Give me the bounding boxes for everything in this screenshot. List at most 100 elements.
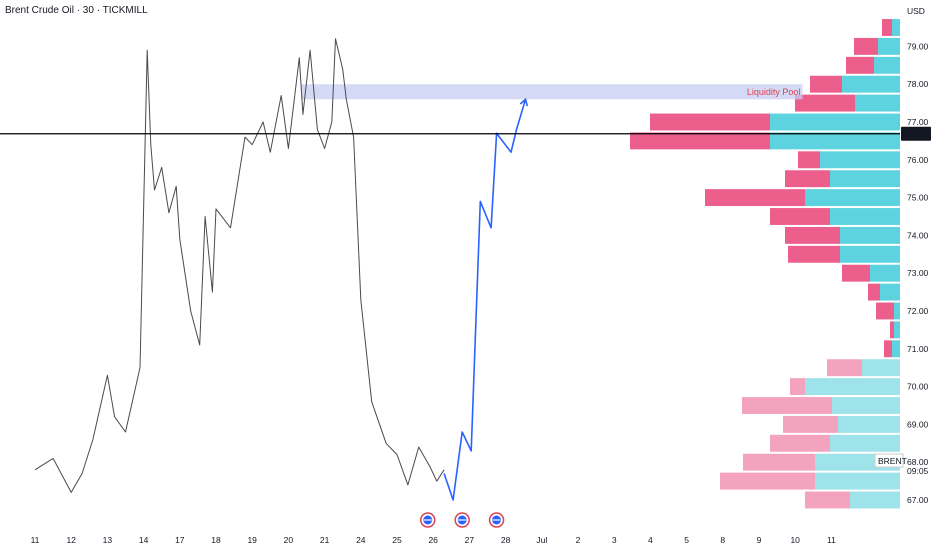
vp-sell-bar	[785, 226, 840, 244]
y-tick-label: 76.00	[907, 155, 929, 165]
event-markers	[420, 512, 505, 528]
y-tick-label: 71.00	[907, 344, 929, 354]
vp-sell-bar	[770, 208, 830, 225]
vp-sell-bar	[868, 283, 880, 301]
y-axis: 67.00 68.00 69.00 70.00 71.00 72.00 73.00 74.00…	[907, 41, 929, 505]
vp-sell-bar	[882, 19, 892, 36]
price-layer	[34, 38, 529, 501]
x-tick-label: 18	[211, 535, 221, 545]
vp-buy-bar	[770, 113, 900, 131]
vp-buy-bar	[840, 245, 900, 263]
vp-sell-bar	[854, 37, 878, 55]
vp-sell-bar	[876, 302, 894, 320]
projection-arrowhead	[519, 97, 529, 107]
y-tick-label: 79.00	[907, 41, 929, 51]
vp-sell-bar	[884, 340, 892, 358]
vp-sell-bar	[810, 75, 842, 93]
projection-path	[443, 99, 527, 501]
y-tick-label: 73.00	[907, 268, 929, 278]
vp-sell-bar	[783, 415, 838, 433]
liquidity-pool-zone: Liquidity Pool	[301, 84, 803, 100]
x-tick-label: 20	[284, 535, 294, 545]
vp-buy-bar	[805, 189, 900, 207]
vp-sell-bar	[790, 378, 805, 396]
vp-sell-bar	[788, 245, 840, 263]
vp-buy-bar	[862, 359, 900, 377]
economic-event-flag[interactable]	[454, 512, 470, 528]
x-tick-label: 19	[247, 535, 257, 545]
economic-event-flag[interactable]	[420, 512, 436, 528]
vp-buy-bar	[830, 208, 900, 225]
vp-buy-bar	[892, 19, 900, 36]
vp-sell-bar	[742, 397, 832, 414]
vp-sell-bar	[890, 321, 894, 339]
countdown-label: 09:05	[907, 466, 929, 476]
vp-sell-bar	[630, 132, 770, 150]
x-tick-label: 25	[392, 535, 402, 545]
vp-buy-bar	[894, 321, 900, 339]
x-tick-label: 26	[428, 535, 438, 545]
y-tick-label: 70.00	[907, 382, 929, 392]
vp-sell-bar	[770, 434, 830, 452]
price-series-line	[34, 38, 445, 493]
instrument-tag: BRENT	[874, 453, 907, 468]
chart-title: Brent Crude Oil · 30 · TICKMILL	[5, 5, 148, 16]
liquidity-pool-rect[interactable]	[301, 84, 803, 100]
instrument-label: BRENT	[878, 456, 907, 466]
economic-event-flag[interactable]	[488, 512, 505, 528]
y-tick-label: 74.00	[907, 230, 929, 240]
y-tick-label: 72.00	[907, 306, 929, 316]
vp-sell-bar	[805, 491, 850, 509]
x-tick-label: 21	[320, 535, 330, 545]
y-tick-label: 78.00	[907, 79, 929, 89]
x-tick-label: 5	[684, 535, 689, 545]
current-price-value: 76.69	[904, 129, 926, 139]
y-tick-label: 68.00	[907, 457, 929, 467]
vp-buy-bar	[832, 397, 900, 414]
vp-buy-bar	[880, 283, 900, 301]
vp-buy-bar	[830, 170, 900, 188]
vp-buy-bar	[840, 226, 900, 244]
current-price-badge: 76.69	[901, 126, 931, 141]
vp-sell-bar	[846, 56, 874, 74]
y-tick-label: 77.00	[907, 117, 929, 127]
vp-sell-bar	[650, 113, 770, 131]
vp-sell-bar	[720, 472, 815, 490]
vp-buy-bar	[874, 56, 900, 74]
x-axis: 11 12 13 14 17 18 19 20 21 24 25 26 27 28 Jul 2 3 4 5 8 9 10 1…	[31, 535, 836, 545]
vp-buy-bar	[850, 491, 900, 509]
x-tick-label: 3	[612, 535, 617, 545]
vp-sell-bar	[842, 264, 870, 282]
vp-sell-bar	[785, 170, 830, 188]
vp-sell-bar	[827, 359, 862, 377]
instrument-tag-bg	[874, 453, 904, 468]
vp-sell-bar	[798, 151, 820, 169]
x-tick-label: 17	[175, 535, 185, 545]
x-tick-label: 27	[465, 535, 475, 545]
vp-sell-bar	[705, 189, 805, 207]
liquidity-pool-label: Liquidity Pool	[747, 87, 801, 97]
vp-buy-bar	[838, 415, 900, 433]
x-tick-label: 10	[790, 535, 800, 545]
x-tick-label: 24	[356, 535, 366, 545]
vp-buy-bar	[820, 151, 900, 169]
currency-label: USD	[907, 6, 925, 16]
y-tick-label: 75.00	[907, 193, 929, 203]
x-tick-label: 11	[827, 535, 836, 545]
y-tick-label: 67.00	[907, 495, 929, 505]
x-tick-label: 4	[648, 535, 653, 545]
vp-buy-bar	[878, 37, 900, 55]
y-tick-label: 69.00	[907, 419, 929, 429]
vp-sell-bar	[795, 94, 855, 112]
vp-buy-bar	[805, 378, 900, 396]
vp-buy-bar	[894, 302, 900, 320]
x-tick-label: Jul	[536, 535, 547, 545]
vp-buy-bar	[892, 340, 900, 358]
x-tick-label: 9	[757, 535, 762, 545]
x-tick-label: 2	[576, 535, 581, 545]
x-tick-label: 8	[720, 535, 725, 545]
vp-buy-bar	[770, 132, 900, 150]
x-tick-label: 11	[31, 535, 40, 545]
